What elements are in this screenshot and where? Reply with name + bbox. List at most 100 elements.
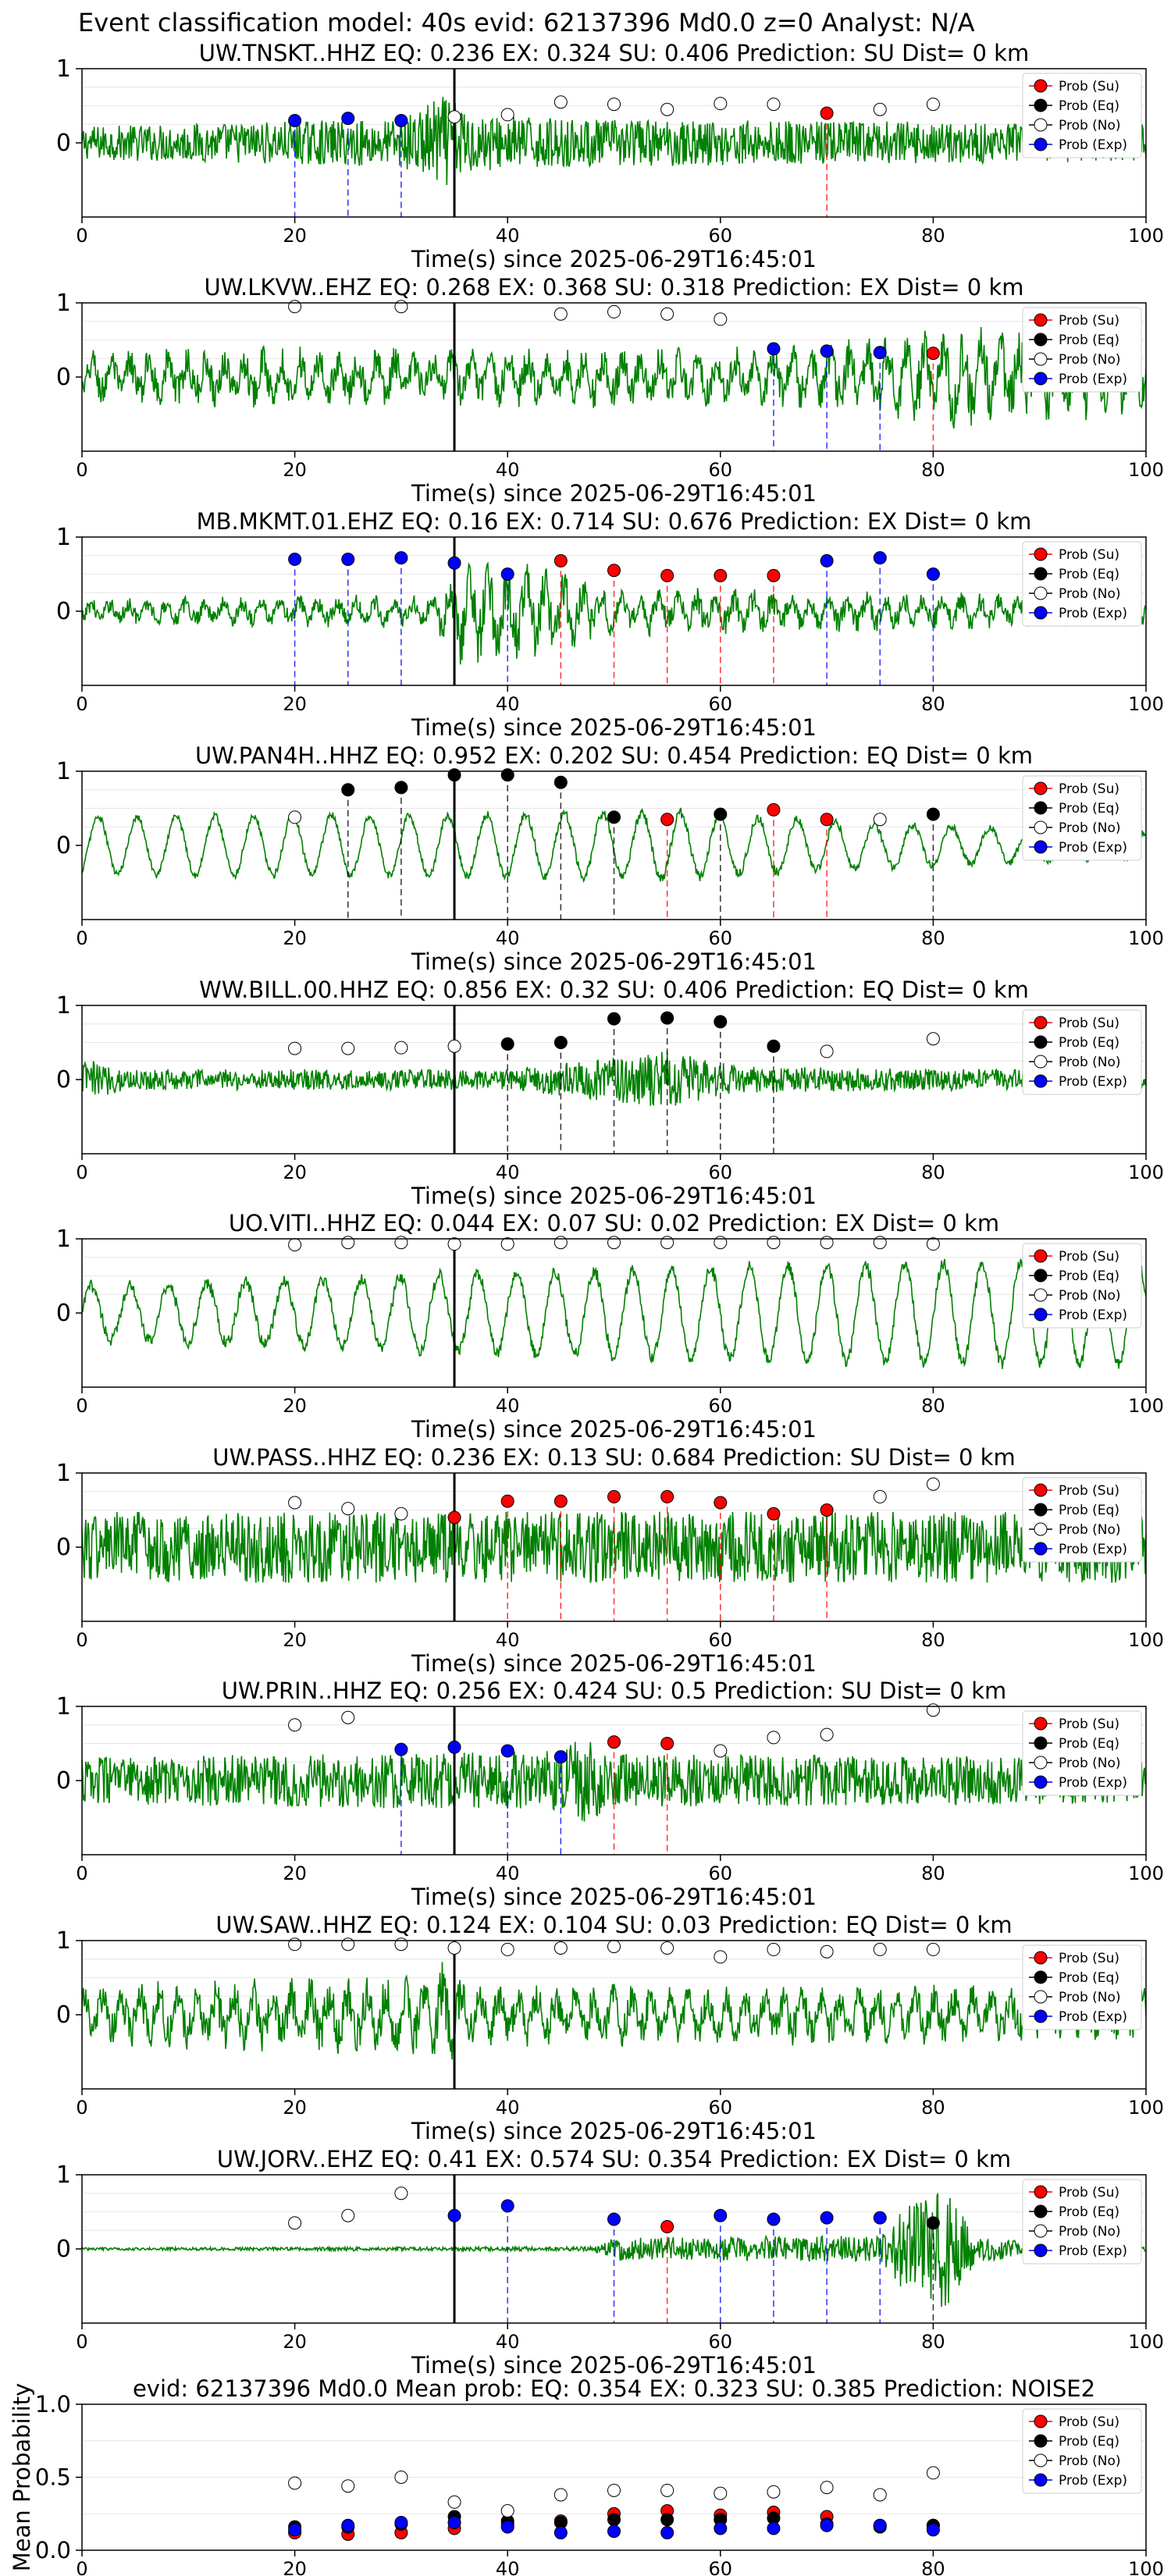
prob-marker-no [714,97,728,111]
legend-marker-su [1034,1951,1048,1965]
panel-title: UW.LKVW..EHZ EQ: 0.268 EX: 0.368 SU: 0.3… [204,274,1023,301]
legend-marker-su [1034,781,1048,795]
y-tick-label: 1 [56,524,71,551]
x-tick-label: 60 [709,693,733,715]
x-tick-label: 80 [921,2331,945,2353]
legend-marker-no [1034,586,1048,600]
x-tick-label: 0 [76,1162,87,1183]
y-tick-label: 0 [56,1534,71,1561]
panel-title: UW.PAN4H..HHZ EQ: 0.952 EX: 0.202 SU: 0.… [195,742,1033,769]
prob-marker-su [553,553,568,568]
axes-frame [81,770,1147,920]
legend-box [1022,1009,1142,1095]
prob-marker-su [660,813,674,827]
legend-label-exp: Prob (Exp) [1059,1074,1127,1090]
legend-label-eq: Prob (Eq) [1059,1736,1119,1752]
prob-marker-su [660,1737,674,1750]
y-tick-label: 1 [56,1927,71,1955]
prob-marker-exp [341,112,355,126]
prob-marker-su [767,568,781,582]
prob-marker-no [288,1238,302,1252]
legend-marker-no [1034,1756,1048,1770]
prob-marker-eq [714,807,728,821]
x-tick-label: 60 [709,2097,733,2119]
mean-prob-marker-exp [660,2526,674,2540]
x-tick-label: 40 [496,459,520,481]
prob-marker-exp [767,342,781,356]
x-tick-label: 60 [709,1863,733,1884]
prob-marker-eq [767,1039,781,1053]
mean-prob-marker-no [660,2483,674,2497]
legend-label-su: Prob (Su) [1059,2414,1119,2430]
y-tick-label: 1 [56,1693,71,1720]
legend-label-eq: Prob (Eq) [1059,1970,1119,1986]
prob-marker-eq [660,1011,674,1025]
x-tick-label: 100 [1128,693,1164,715]
prob-marker-su [607,1489,621,1503]
x-tick-label: 80 [921,1395,945,1417]
legend-label-su: Prob (Su) [1059,79,1119,94]
x-tick-label: 60 [709,2331,733,2353]
legend-label-no: Prob (No) [1059,1055,1121,1070]
legend-marker-no [1034,352,1048,366]
mean-prob-marker-no [873,2488,887,2502]
prob-marker-no [394,2186,408,2201]
prob-marker-no [288,1937,302,1952]
prob-marker-no [341,1937,355,1952]
legend-marker-eq [1034,2434,1048,2448]
x-axis-label: Time(s) since 2025-06-29T16:45:01 [411,2118,817,2144]
prob-marker-exp [820,553,834,568]
x-tick-label: 80 [921,927,945,949]
station-panel: UW.JORV..EHZ EQ: 0.41 EX: 0.574 SU: 0.35… [56,2146,1164,2379]
y-tick-label: 0 [56,2001,71,2029]
legend-marker-eq [1034,567,1048,581]
mean-prob-marker-exp [500,2520,514,2534]
mean-prob-marker-exp [714,2521,728,2535]
prob-marker-no [553,1236,568,1250]
prob-marker-exp [714,2208,728,2222]
legend-label-su: Prob (Su) [1059,1717,1119,1732]
x-tick-label: 100 [1128,1395,1164,1417]
legend-label-exp: Prob (Exp) [1059,1542,1127,1557]
prob-marker-no [767,98,781,112]
prob-marker-no [394,1937,408,1952]
legend-label-eq: Prob (Eq) [1059,1035,1119,1051]
prob-marker-eq [394,781,408,795]
y-axis-label: Mean Probability [9,2383,35,2572]
legend-label-no: Prob (No) [1059,2453,1121,2469]
prob-marker-no [288,1041,302,1055]
panel-title: UW.TNSKT..HHZ EQ: 0.236 EX: 0.324 SU: 0.… [199,40,1029,66]
legend-marker-su [1034,547,1048,561]
station-panel: UW.LKVW..EHZ EQ: 0.268 EX: 0.368 SU: 0.3… [56,274,1164,507]
x-tick-label: 20 [283,1395,307,1417]
x-tick-label: 0 [76,693,87,715]
prob-marker-no [926,1032,940,1046]
prob-marker-exp [873,551,887,565]
prob-marker-su [820,1503,834,1517]
legend-marker-exp [1034,2009,1048,2023]
legend-marker-exp [1034,1775,1048,1789]
mean-probability-panel: evid: 62137396 Md0.0 Mean prob: EQ: 0.35… [9,2375,1164,2576]
legend-marker-su [1034,79,1048,93]
x-tick-label: 0 [76,2331,87,2353]
legend-label-su: Prob (Su) [1059,2185,1119,2201]
mean-prob-marker-exp [767,2521,781,2535]
legend-label-no: Prob (No) [1059,1522,1121,1538]
mean-prob-marker-eq [607,2513,621,2527]
x-tick-label: 100 [1128,927,1164,949]
prob-marker-no [820,1044,834,1059]
prob-marker-no [926,1477,940,1491]
legend-marker-exp [1034,840,1048,854]
prob-marker-eq [500,1037,514,1051]
x-tick-label: 20 [283,927,307,949]
prob-marker-su [500,1494,514,1508]
prob-marker-exp [500,2199,514,2213]
legend-marker-eq [1034,801,1048,815]
prob-marker-no [288,2216,302,2230]
prob-marker-su [607,1735,621,1749]
y-tick-label: 1 [56,992,71,1019]
legend-marker-exp [1034,137,1048,151]
prob-marker-no [500,1942,514,1956]
legend-box [1022,2179,1142,2265]
prob-marker-no [820,1236,834,1250]
